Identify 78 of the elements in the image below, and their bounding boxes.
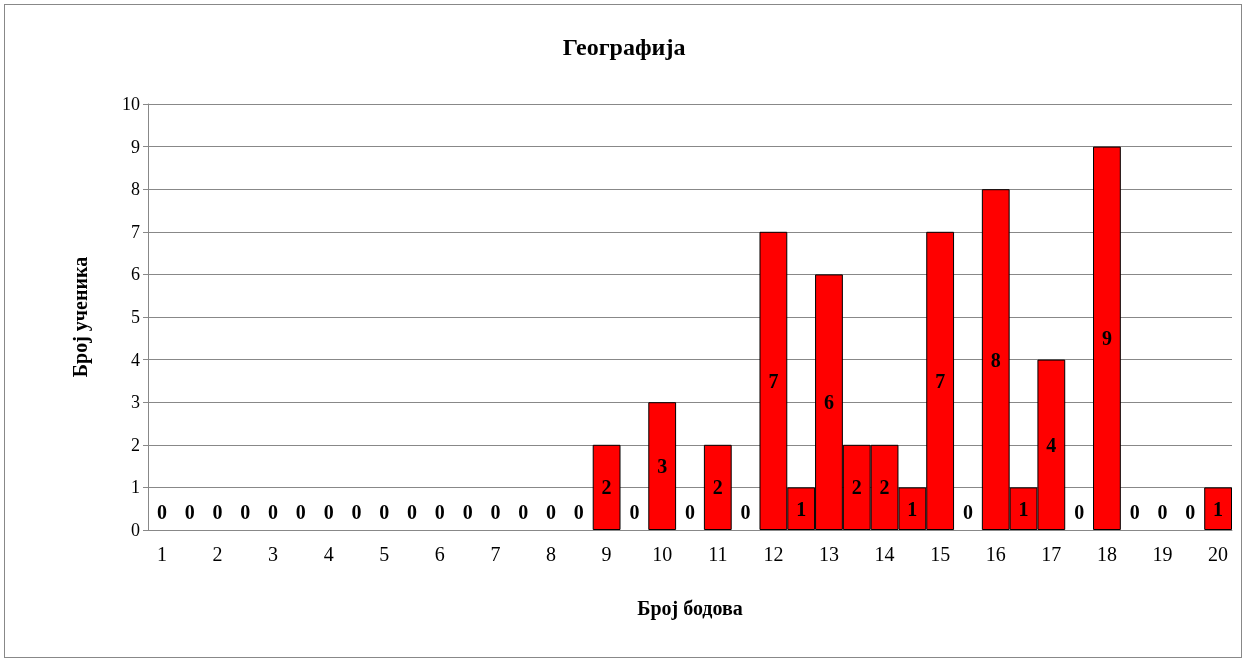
data-label: 0 [268,501,279,523]
data-label: 2 [712,476,723,499]
x-tick-label: 4 [323,543,334,565]
y-tick-label: 9 [131,136,140,157]
x-tick-label: 6 [434,543,445,565]
chart-title: Географија [562,34,686,60]
x-tick-label: 10 [652,543,673,565]
y-tick-label: 2 [131,434,140,455]
x-tick-label: 1 [156,543,167,565]
data-label: 0 [740,501,751,523]
x-axis-title: Број бодова [637,597,743,620]
data-label: 9 [1101,327,1112,350]
y-tick-label: 5 [131,307,140,327]
x-tick-label: 13 [818,543,839,565]
bar [703,444,732,530]
data-label: 0 [629,501,640,523]
data-label: 0 [212,501,223,523]
data-label: 0 [462,501,473,523]
data-label: 0 [1157,501,1168,523]
data-label: 0 [156,501,167,523]
y-tick-label: 6 [131,264,140,285]
data-label: 1 [1018,497,1029,520]
data-label: 0 [407,501,418,523]
data-label: 0 [546,501,557,523]
data-label: 0 [240,501,251,523]
data-label: 6 [823,391,834,414]
data-label: 7 [935,369,946,392]
x-tick-label: 2 [212,543,223,565]
x-tick-label: 12 [763,543,784,565]
data-label: 0 [1185,501,1196,523]
bar [648,402,677,530]
y-tick-label: 10 [122,94,140,114]
data-label: 2 [879,476,890,499]
data-label: 4 [1046,433,1057,456]
y-axis-title: Број ученика [69,256,92,378]
y-tick-label: 1 [131,477,140,498]
x-tick-label: 19 [1152,543,1173,565]
bar [1093,146,1121,530]
data-label: 1 [1213,497,1224,520]
x-tick-label: 5 [379,543,390,565]
data-label: 2 [601,476,612,499]
x-tick-label: 20 [1208,543,1229,565]
x-tick-label: 17 [1041,543,1062,565]
data-label: 0 [379,501,390,523]
y-tick-label: 7 [131,221,140,242]
data-label: 0 [518,501,529,523]
data-label: 0 [1074,501,1085,523]
y-tick-label: 0 [131,520,140,540]
x-tick-label: 8 [546,543,557,565]
data-label: 3 [657,455,668,478]
data-label: 0 [295,501,306,523]
x-tick-label: 18 [1096,543,1117,565]
bar [592,444,621,530]
x-tick-label: 16 [985,543,1006,565]
data-label: 0 [1129,501,1140,523]
data-label: 0 [434,501,445,523]
data-label: 7 [768,369,779,392]
data-label: 0 [323,501,334,523]
y-tick-label: 8 [131,179,140,200]
data-label: 0 [351,501,362,523]
data-label: 0 [685,501,695,523]
x-tick-label: 7 [490,543,501,565]
data-label: 0 [573,501,584,523]
data-label: 2 [851,476,862,499]
x-tick-label: 9 [601,543,612,565]
x-tick-label: 14 [874,543,895,565]
x-tick-label: 11 [708,543,728,565]
data-label: 1 [796,497,807,520]
data-label: 0 [490,501,501,523]
y-tick-label: 4 [131,349,140,370]
data-label: 8 [990,348,1001,371]
x-tick-label: 15 [930,543,951,565]
bar [1204,487,1232,530]
y-tick-label: 3 [131,392,140,413]
data-label: 0 [184,501,195,523]
data-label: 0 [962,501,973,523]
data-label: 1 [907,497,918,520]
x-tick-label: 3 [268,543,279,565]
